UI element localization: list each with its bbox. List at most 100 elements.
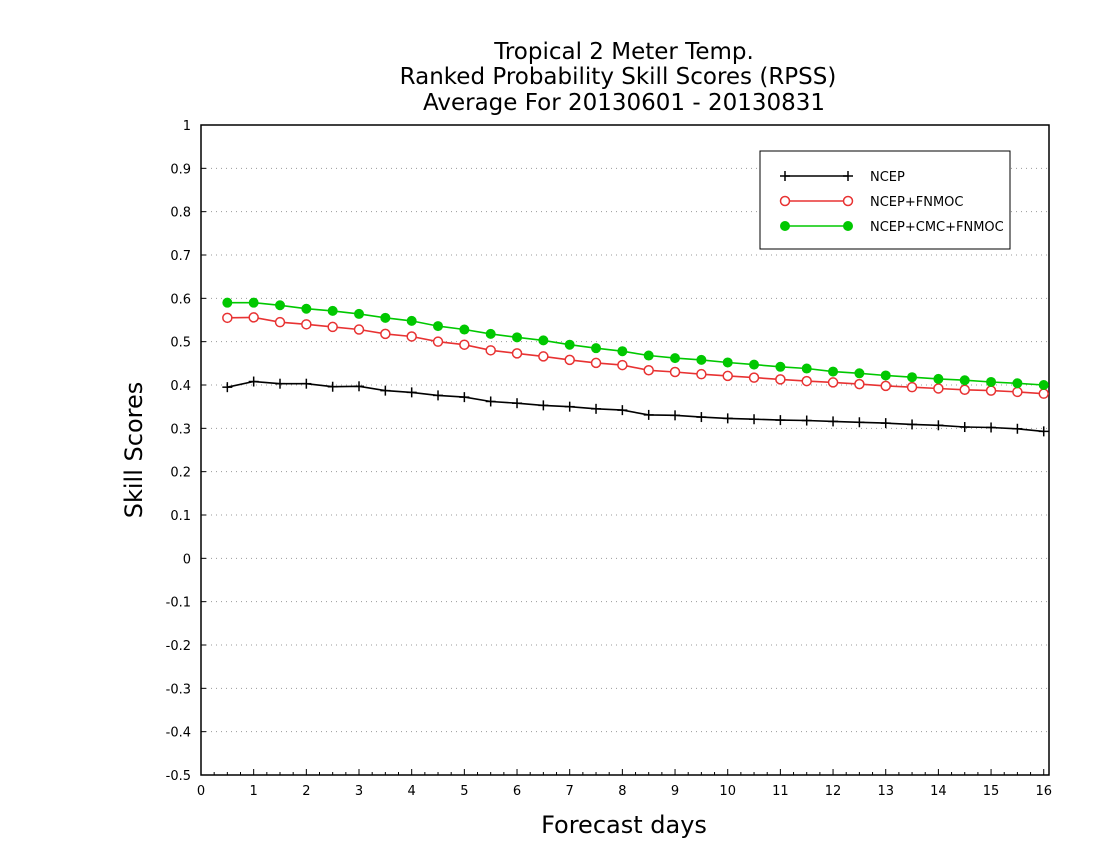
series-group xyxy=(222,297,1049,437)
data-point xyxy=(538,351,549,362)
y-tick-label: -0.5 xyxy=(166,769,191,784)
data-point xyxy=(538,335,549,346)
data-point xyxy=(827,377,839,388)
data-point xyxy=(854,417,865,428)
axes: -0.5 -0.4 -0.3 -0.2 -0.1 0 0.1 0.2 0.3 0.4 0.5 0.6 0… xyxy=(166,119,1052,799)
legend-label: NCEP+CMC+FNMOC xyxy=(870,220,1004,235)
data-point xyxy=(301,319,312,330)
data-point xyxy=(564,339,575,350)
data-point xyxy=(617,346,628,357)
data-point xyxy=(248,312,259,323)
legend-marker-end xyxy=(843,171,853,181)
data-point xyxy=(775,361,786,372)
data-point xyxy=(327,305,338,316)
data-point xyxy=(301,303,312,314)
data-point xyxy=(749,414,760,425)
data-point xyxy=(590,357,602,369)
data-point xyxy=(696,368,707,380)
data-point xyxy=(722,370,733,382)
y-tick-label: 0.6 xyxy=(170,292,191,307)
y-tick-label: 0.5 xyxy=(170,336,191,351)
data-point xyxy=(880,370,891,381)
chart-title-line-2: Ranked Probability Skill Scores (RPSS) xyxy=(400,64,837,90)
data-point xyxy=(906,381,918,393)
data-point xyxy=(1012,423,1023,434)
legend-marker-start xyxy=(779,195,791,207)
data-point xyxy=(828,366,839,377)
legend-item: NCEP+CMC+FNMOC xyxy=(780,220,1004,235)
gridlines xyxy=(201,167,1049,733)
data-point xyxy=(248,297,259,308)
data-point xyxy=(749,359,760,370)
x-tick-label: 9 xyxy=(671,784,679,799)
data-point xyxy=(986,422,997,433)
data-point xyxy=(512,398,523,409)
data-point xyxy=(801,415,812,426)
data-point xyxy=(301,378,312,389)
data-point xyxy=(591,343,602,354)
legend: NCEP NCEP+FNMOC NCEP+CMC+FNMOC xyxy=(759,150,1011,250)
x-tick-label: 8 xyxy=(618,784,626,799)
data-point xyxy=(748,372,760,383)
legend-box xyxy=(759,150,1011,250)
x-tick-label: 15 xyxy=(983,784,1000,799)
data-point xyxy=(380,312,391,323)
data-point xyxy=(354,381,365,392)
data-point xyxy=(775,415,786,426)
plot-frame xyxy=(200,124,1050,776)
data-point xyxy=(933,383,944,394)
chart-title-line-3: Average For 20130601 - 20130831 xyxy=(423,90,825,116)
data-point xyxy=(907,419,918,430)
data-point xyxy=(985,385,997,396)
x-tick-label: 5 xyxy=(460,784,468,799)
data-point xyxy=(222,297,233,308)
data-point xyxy=(433,390,444,401)
series-ncep-cmc-fnmoc xyxy=(222,297,1049,390)
y-tick-label: -0.2 xyxy=(166,639,191,654)
data-point xyxy=(485,396,496,407)
data-point xyxy=(380,328,391,340)
data-point xyxy=(643,365,654,376)
data-point xyxy=(485,328,496,339)
data-point xyxy=(986,376,997,387)
y-tick-label: -0.3 xyxy=(166,682,191,697)
data-point xyxy=(722,357,733,368)
series-line xyxy=(227,301,1044,386)
data-point xyxy=(274,316,286,328)
x-tick-label: 13 xyxy=(877,784,894,799)
x-tick-label: 2 xyxy=(302,784,310,799)
data-point xyxy=(327,381,338,392)
data-point xyxy=(222,312,233,324)
series-line xyxy=(227,316,1044,395)
data-point xyxy=(459,392,470,403)
data-point xyxy=(275,300,286,311)
data-point xyxy=(617,359,628,371)
data-point xyxy=(1012,378,1023,389)
legend-marker-start xyxy=(780,171,790,181)
x-axis-title: Forecast days xyxy=(541,811,707,839)
legend-marker-end xyxy=(843,221,853,231)
data-point xyxy=(1038,388,1049,399)
x-tick-label: 6 xyxy=(513,784,521,799)
y-axis-title: Skill Scores xyxy=(120,382,148,519)
data-point xyxy=(880,380,891,392)
y-tick-label: 0.3 xyxy=(170,422,191,437)
x-tick-label: 3 xyxy=(355,784,363,799)
data-point xyxy=(380,385,391,396)
data-point xyxy=(485,345,496,356)
data-point xyxy=(459,324,470,335)
data-point xyxy=(669,366,681,378)
data-point xyxy=(670,410,681,421)
x-tick-label: 0 xyxy=(197,784,205,799)
data-point xyxy=(353,324,365,335)
series-line xyxy=(227,380,1044,433)
y-tick-label: 0.4 xyxy=(170,379,191,394)
legend-item: NCEP xyxy=(780,170,905,185)
y-tick-label: 1 xyxy=(183,119,191,134)
data-point xyxy=(406,331,417,342)
y-tick-label: 0.9 xyxy=(170,162,191,177)
data-point xyxy=(643,350,654,361)
legend-marker-end xyxy=(842,195,854,207)
data-point xyxy=(406,387,417,398)
x-tick-label: 1 xyxy=(250,784,258,799)
